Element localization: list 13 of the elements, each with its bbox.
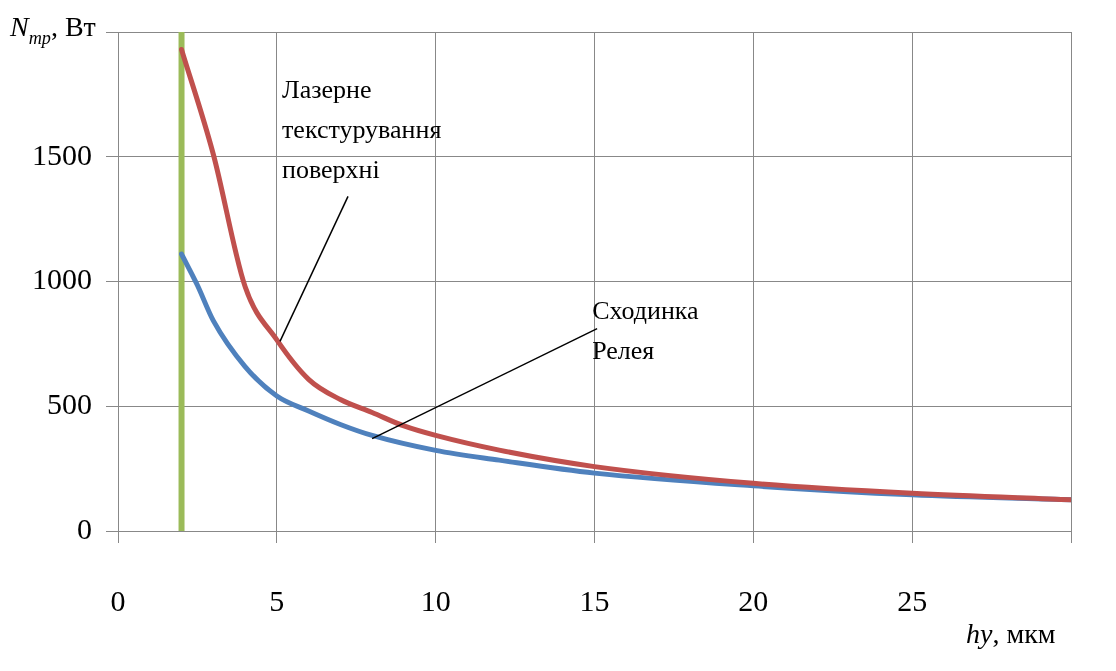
y-tick-label: 0 xyxy=(77,511,92,545)
annotation: Сходинка Релея xyxy=(592,295,700,365)
annotation: Лазерне текстурування поверхні xyxy=(282,75,442,185)
x-tick-label: 0 xyxy=(110,583,126,617)
x-tick-label: 5 xyxy=(269,583,285,617)
y-tick-label: 500 xyxy=(47,387,92,421)
x-tick-label: 10 xyxy=(420,583,451,617)
y-tick-label: 1000 xyxy=(32,262,92,296)
x-tick-label: 25 xyxy=(897,583,928,617)
x-tick-label: 15 xyxy=(579,583,610,617)
x-tick-label: 20 xyxy=(738,583,769,617)
x-axis-title: hy, мкм xyxy=(966,618,1056,649)
y-tick-label: 1500 xyxy=(32,137,92,171)
